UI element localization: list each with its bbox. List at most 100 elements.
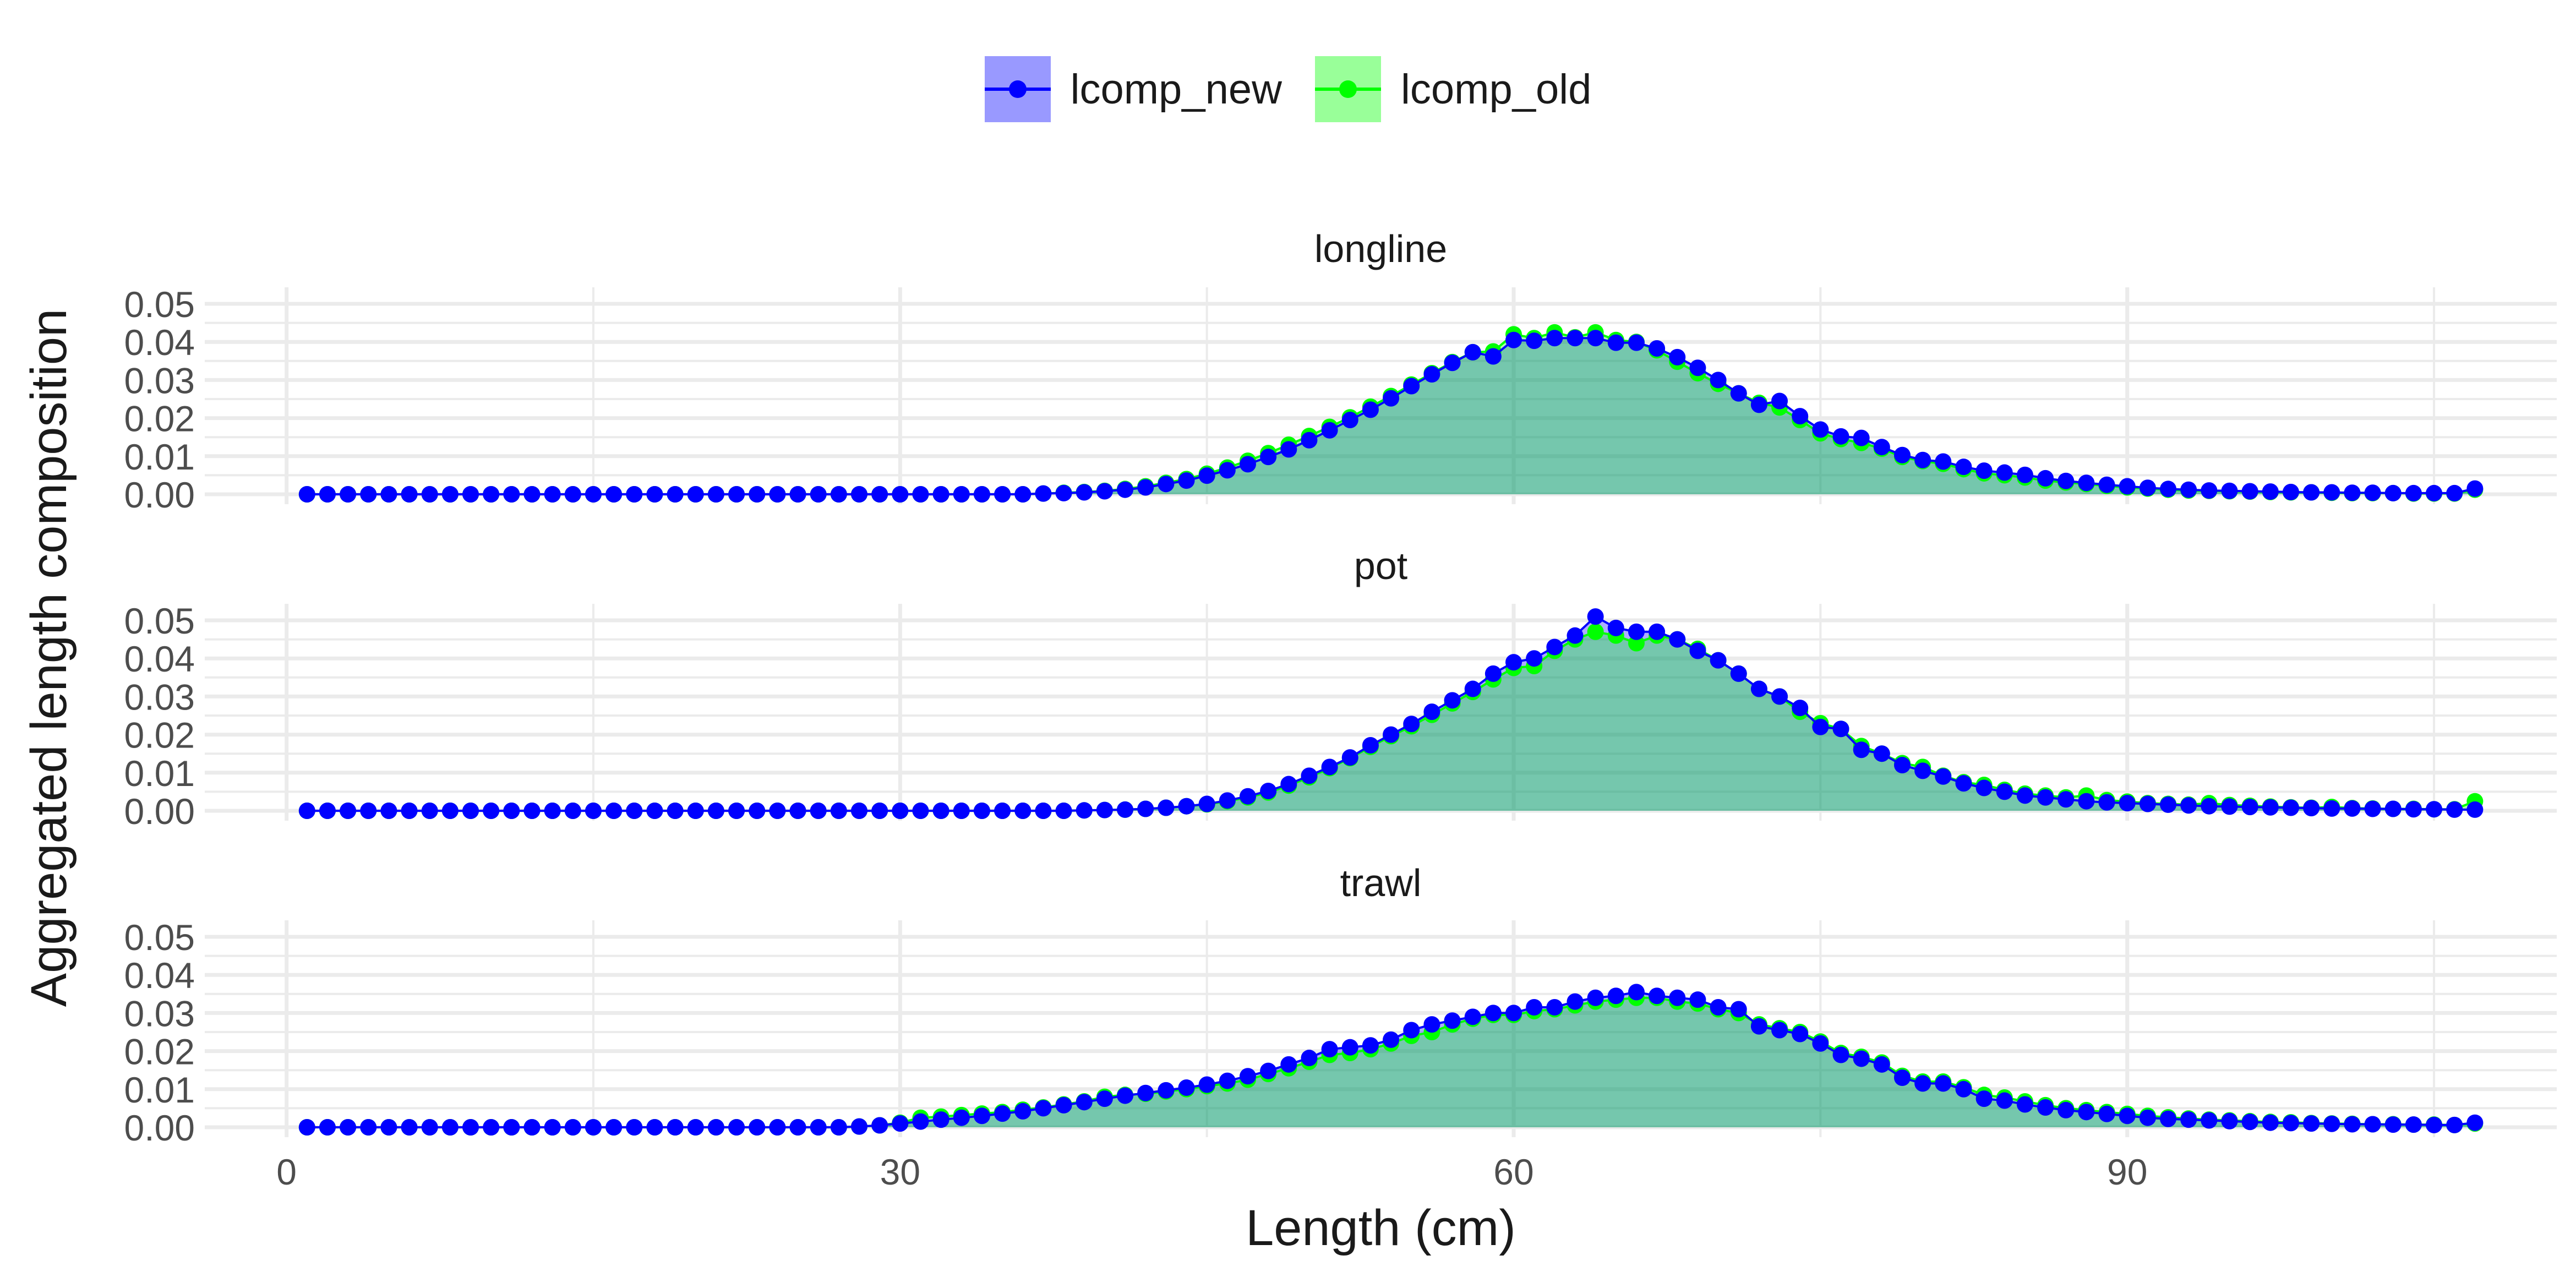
legend-dot-lcomp-old (1339, 80, 1357, 98)
panel-pot-point-lcomp_new (2057, 791, 2075, 808)
panel-pot-point-lcomp_new (401, 803, 418, 819)
panel-longline-point-lcomp_new (462, 486, 479, 503)
panel-pot-point-lcomp_new (810, 803, 827, 819)
legend-item-lcomp-old: lcomp_old (1315, 56, 1591, 122)
panel-pot-point-lcomp_new (2078, 793, 2095, 810)
panel-trawl-point-lcomp_new (789, 1119, 806, 1136)
panel-pot-point-lcomp_new (1567, 627, 1584, 644)
panel-longline-point-lcomp_new (1628, 334, 1645, 351)
panel-pot-point-lcomp_new (728, 803, 745, 819)
panel-pot-point-lcomp_new (564, 803, 581, 819)
panel-pot-point-lcomp_new (2446, 801, 2463, 818)
panel-trawl-point-lcomp_new (2282, 1115, 2299, 1132)
panel-longline-point-lcomp_new (2078, 474, 2095, 492)
panel-longline-point-lcomp_new (687, 486, 704, 503)
panel-pot-point-lcomp_new (2119, 795, 2136, 812)
panel-longline-point-lcomp_new (380, 486, 397, 503)
panel-pot-ytick-label: 0.02 (124, 715, 195, 756)
xtick-label: 30 (880, 1151, 920, 1192)
panel-trawl-point-lcomp_new (973, 1107, 990, 1125)
panel-longline-point-lcomp_new (1178, 472, 1195, 489)
panel-pot-point-lcomp_new (1260, 783, 1277, 800)
panel-pot-point-lcomp_new (1055, 803, 1072, 819)
panel-pot-point-lcomp_new (319, 803, 336, 819)
panel-longline-point-lcomp_new (1853, 429, 1870, 446)
panel-longline-point-lcomp_new (728, 486, 745, 503)
panel-trawl-point-lcomp_new (646, 1119, 663, 1136)
panel-pot-point-lcomp_new (1526, 650, 1543, 667)
panel-trawl-point-lcomp_new (1362, 1037, 1379, 1054)
panel-pot-point-lcomp_new (1893, 756, 1911, 773)
panel-trawl-point-lcomp_new (585, 1119, 602, 1136)
panel-pot-point-lcomp_new (1832, 721, 1849, 738)
panel-pot-point-lcomp_new (1280, 776, 1297, 793)
panel-longline-point-lcomp_new (2262, 483, 2279, 500)
panel-trawl-point-lcomp_new (340, 1119, 357, 1136)
panel-longline-point-lcomp_new (441, 486, 459, 503)
panel-trawl-point-lcomp_new (2057, 1101, 2075, 1118)
panel-longline-point-lcomp_new (1607, 334, 1624, 351)
panel-longline-point-lcomp_new (2426, 484, 2443, 501)
panel-pot-point-lcomp_new (1239, 788, 1256, 805)
panel-longline-point-lcomp_new (401, 486, 418, 503)
panel-trawl-point-lcomp_new (2466, 1114, 2484, 1131)
panel-pot-point-lcomp_new (1301, 767, 1318, 784)
panel-pot-ytick-label: 0.05 (124, 601, 195, 641)
panel-longline-point-lcomp_new (2282, 483, 2299, 500)
panel-longline-point-lcomp_new (2180, 481, 2197, 498)
panel-longline-point-lcomp_new (1812, 421, 1829, 438)
panel-pot-point-lcomp_new (667, 803, 684, 819)
panel-longline-point-lcomp_new (2057, 472, 2075, 489)
panel-longline-point-lcomp_new (2466, 480, 2484, 497)
panel-longline-point-lcomp_new (2446, 484, 2463, 501)
panel-trawl-point-lcomp_new (1505, 1005, 1522, 1022)
panel-pot-point-lcomp_new (2241, 799, 2258, 816)
panel-longline-point-lcomp_new (769, 486, 786, 503)
panel-trawl-point-lcomp_new (2323, 1115, 2340, 1132)
panel-pot-point-lcomp_new (830, 803, 847, 819)
panel-trawl-point-lcomp_new (687, 1119, 704, 1136)
panel-trawl-point-lcomp_new (1096, 1090, 1113, 1107)
panel-pot-point-lcomp_new (544, 803, 561, 819)
panel-trawl-point-lcomp_new (544, 1119, 561, 1136)
panel-trawl-ytick-label: 0.00 (124, 1107, 195, 1148)
panel-trawl-ytick-label: 0.05 (124, 917, 195, 958)
panel-trawl-point-lcomp_new (912, 1113, 929, 1130)
panel-pot-point-lcomp_new (1198, 795, 1215, 812)
panel-longline-point-lcomp_new (2344, 484, 2361, 501)
panel-longline-point-lcomp_new (851, 486, 868, 503)
panel-pot-point-lcomp_new (1546, 638, 1563, 656)
panel-pot-point-lcomp_new (2303, 800, 2320, 817)
panel-longline-point-lcomp_new (2201, 482, 2218, 499)
panel-trawl-point-lcomp_new (1219, 1072, 1236, 1089)
panel-pot-ytick-label: 0.03 (124, 676, 195, 717)
panel-trawl-point-lcomp_new (2180, 1111, 2197, 1128)
panel-longline-point-lcomp_new (605, 486, 623, 503)
panel-longline-point-lcomp_new (2221, 482, 2238, 499)
panel-trawl-point-lcomp_new (483, 1119, 500, 1136)
panel-trawl-point-lcomp_new (1485, 1005, 1502, 1022)
panel-pot-point-lcomp_new (953, 803, 970, 819)
panel-pot-point-lcomp_new (2426, 801, 2443, 818)
panel-longline-point-lcomp_new (1996, 464, 2013, 481)
panel-trawl-point-lcomp_new (1198, 1076, 1215, 1093)
legend: lcomp_new lcomp_old (0, 51, 2576, 128)
panel-pot-point-lcomp_new (421, 803, 438, 819)
panel-longline-point-lcomp_new (319, 486, 336, 503)
panel-longline-point-lcomp_new (1035, 485, 1052, 502)
panel-trawl-point-lcomp_new (1996, 1092, 2013, 1109)
panel-pot-ytick-label: 0.04 (124, 638, 195, 679)
panel-trawl-point-lcomp_new (1914, 1075, 1931, 1092)
panel-pot-point-lcomp_new (1158, 799, 1175, 816)
panel-trawl-point-lcomp_new (1383, 1031, 1400, 1048)
panel-pot-point-lcomp_new (1628, 623, 1645, 640)
panel-pot-point-lcomp_new (789, 803, 806, 819)
panel-trawl-point-lcomp_new (871, 1117, 888, 1134)
panel-trawl-point-lcomp_new (2303, 1115, 2320, 1132)
panel-trawl-point-lcomp_new (1035, 1100, 1052, 1117)
panel-pot-point-lcomp_new (1423, 703, 1440, 721)
panel-pot-point-lcomp_new (298, 803, 315, 819)
panel-pot-point-lcomp_new (1975, 779, 1993, 796)
panel-longline-point-lcomp_new (2016, 466, 2033, 483)
panel-pot-point-lcomp_new (2344, 800, 2361, 817)
